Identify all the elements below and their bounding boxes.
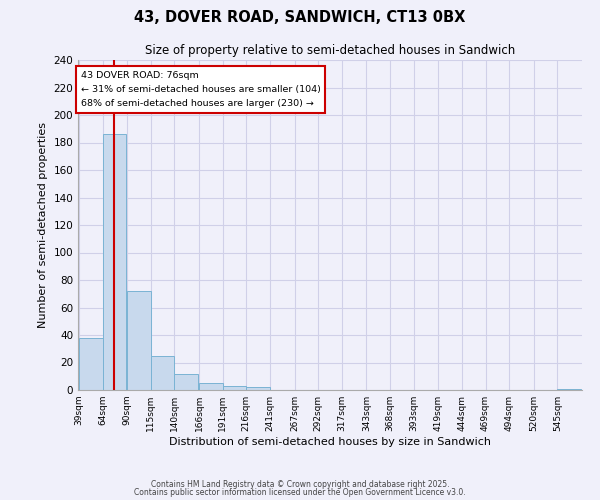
Bar <box>199 383 223 390</box>
Text: 43, DOVER ROAD, SANDWICH, CT13 0BX: 43, DOVER ROAD, SANDWICH, CT13 0BX <box>134 10 466 25</box>
Y-axis label: Number of semi-detached properties: Number of semi-detached properties <box>38 122 48 328</box>
Title: Size of property relative to semi-detached houses in Sandwich: Size of property relative to semi-detach… <box>145 44 515 58</box>
Bar <box>79 338 103 390</box>
Bar <box>103 134 126 390</box>
Bar <box>151 356 175 390</box>
Text: 43 DOVER ROAD: 76sqm
← 31% of semi-detached houses are smaller (104)
68% of semi: 43 DOVER ROAD: 76sqm ← 31% of semi-detac… <box>81 71 321 108</box>
Bar <box>127 291 151 390</box>
Bar <box>223 386 247 390</box>
Bar <box>557 388 581 390</box>
Text: Contains public sector information licensed under the Open Government Licence v3: Contains public sector information licen… <box>134 488 466 497</box>
Text: Contains HM Land Registry data © Crown copyright and database right 2025.: Contains HM Land Registry data © Crown c… <box>151 480 449 489</box>
Bar <box>175 374 198 390</box>
X-axis label: Distribution of semi-detached houses by size in Sandwich: Distribution of semi-detached houses by … <box>169 437 491 447</box>
Bar <box>247 387 270 390</box>
